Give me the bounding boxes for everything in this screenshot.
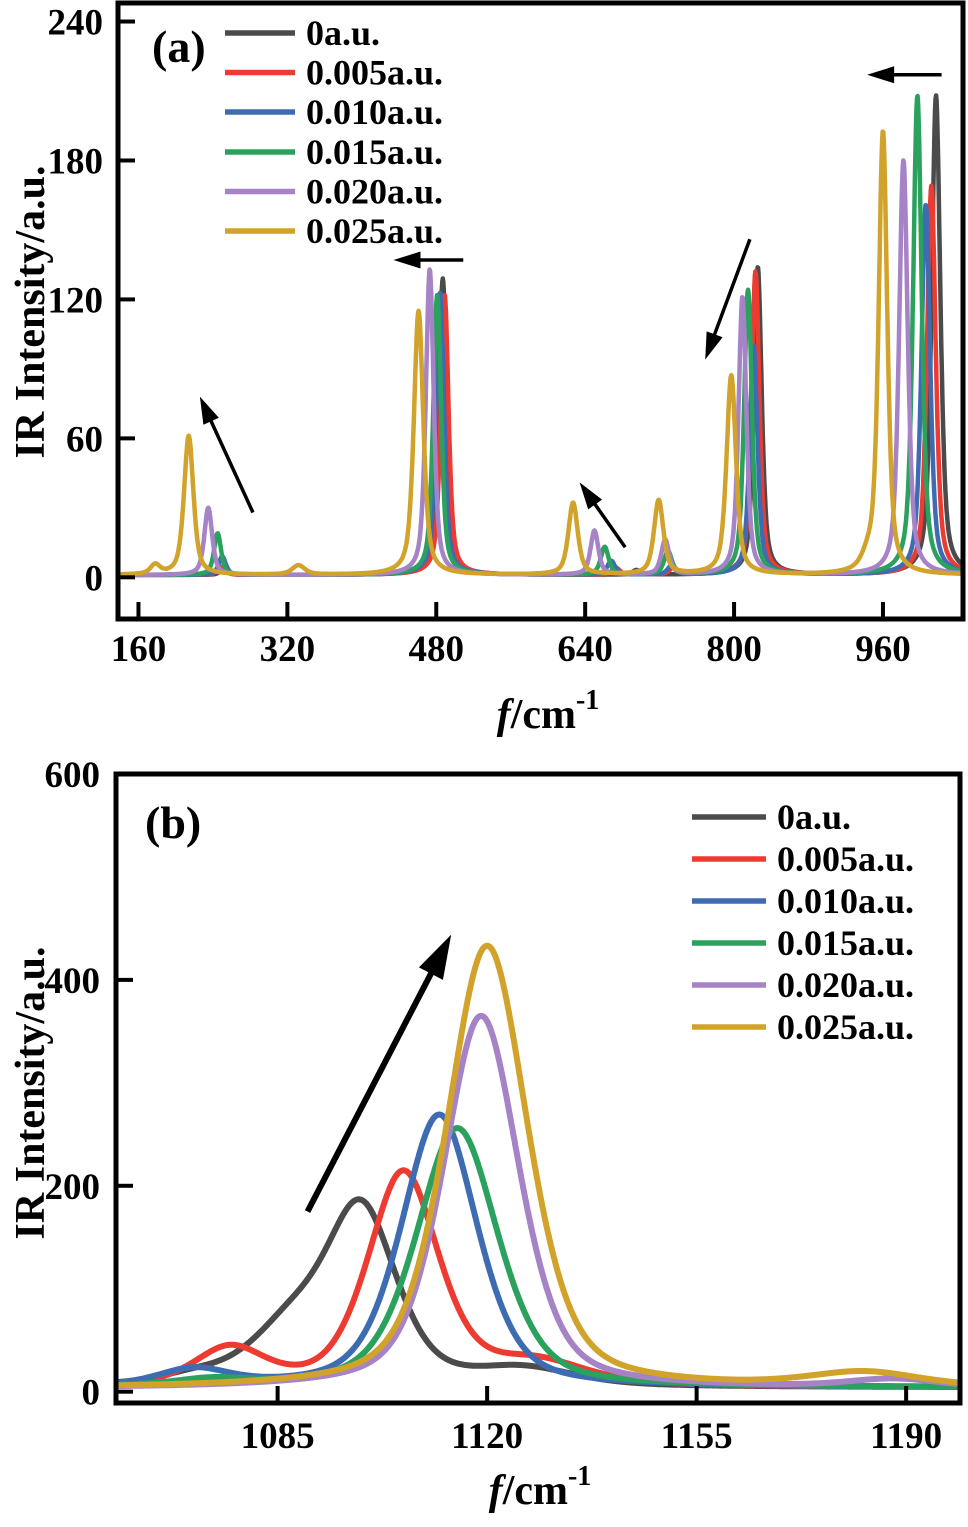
legend-item-1: 0.005a.u. (692, 839, 914, 879)
legend-item-5: 0.025a.u. (225, 211, 443, 251)
legend-item-4: 0.020a.u. (692, 965, 914, 1005)
legend-label: 0.020a.u. (777, 965, 914, 1005)
legend-item-4: 0.020a.u. (225, 172, 443, 212)
y-tick-label: 400 (45, 961, 101, 1002)
y-tick-label: 180 (48, 141, 104, 182)
legend-label: 0.005a.u. (306, 53, 443, 93)
annotation-arrow-2 (579, 482, 627, 549)
arrow-head-icon (199, 396, 219, 425)
panel-a: 160 320 480 640 800 960 0 60 120 180 240 f/cm-1 IR I… (8, 0, 966, 738)
series-line-5 (120, 129, 961, 577)
x-tick-label: 1155 (661, 1416, 733, 1457)
arrow-shaft (207, 416, 255, 514)
arrow-head-icon (867, 66, 895, 84)
arrow-shaft (304, 968, 436, 1213)
arrow-head-icon (705, 331, 723, 360)
legend-label: 0.025a.u. (777, 1007, 914, 1047)
x-tick-label: 320 (260, 629, 316, 670)
y-tick-label: 200 (45, 1167, 101, 1208)
arrow-head-icon (418, 934, 452, 980)
legend-item-3: 0.015a.u. (225, 132, 443, 172)
y-tick-label: 120 (48, 280, 104, 321)
y-tick-label: 240 (48, 3, 104, 44)
x-tick-label: 160 (111, 629, 167, 670)
x-tick-label: 800 (706, 629, 762, 670)
y-tick-label: 60 (66, 419, 103, 460)
x-axis-label: f/cm-1 (497, 685, 600, 738)
arrow-head-icon (579, 482, 603, 510)
legend-item-0: 0a.u. (225, 13, 380, 53)
annotation-arrow-4 (867, 66, 942, 84)
annotation-arrow-0 (304, 934, 452, 1213)
annotation-arrow-1 (393, 251, 464, 269)
legend-label: 0a.u. (777, 797, 851, 837)
x-tick-label: 1190 (870, 1416, 942, 1457)
legend-label: 0.015a.u. (306, 132, 443, 172)
plot-area (120, 93, 961, 578)
x-tick-label: 480 (409, 629, 465, 670)
legend-item-2: 0.010a.u. (225, 92, 443, 132)
legend: 0a.u.0.005a.u.0.010a.u.0.015a.u.0.020a.u… (692, 797, 914, 1047)
x-tick-label: 960 (855, 629, 911, 670)
y-tick-label: 0 (85, 558, 104, 599)
arrow-shaft (711, 238, 752, 339)
legend-label: 0.015a.u. (777, 923, 914, 963)
plot-area (118, 942, 958, 1390)
legend: 0a.u.0.005a.u.0.010a.u.0.015a.u.0.020a.u… (225, 13, 443, 251)
y-axis-label: IR Intensity/a.u. (8, 947, 54, 1240)
x-tick-label: 1085 (241, 1416, 315, 1457)
series-line-5 (118, 942, 958, 1389)
y-tick-label: 600 (45, 755, 101, 796)
panel-label: (b) (145, 797, 201, 848)
legend-label: 0.005a.u. (777, 839, 914, 879)
y-axis-label: IR Intensity/a.u. (8, 166, 54, 459)
axes-frame (115, 0, 966, 622)
arrow-head-icon (393, 251, 421, 269)
legend-label: 0.010a.u. (306, 92, 443, 132)
x-tick-label: 640 (557, 629, 613, 670)
annotation-arrow-0 (199, 396, 255, 514)
annotation-arrow-3 (705, 238, 752, 360)
x-axis-label: f/cm-1 (489, 1461, 592, 1514)
legend-label: 0a.u. (306, 13, 380, 53)
legend-item-1: 0.005a.u. (225, 53, 443, 93)
legend-item-0: 0a.u. (692, 797, 851, 837)
legend-item-5: 0.025a.u. (692, 1007, 914, 1047)
arrow-shaft (591, 500, 627, 549)
y-tick-label: 0 (82, 1373, 101, 1414)
panel-b: 1085 1120 1155 1190 0 200 400 600 f/cm-1 IR Inten… (8, 755, 963, 1514)
axes-frame (113, 771, 963, 1406)
legend-item-2: 0.010a.u. (692, 881, 914, 921)
x-tick-label: 1120 (451, 1416, 523, 1457)
legend-label: 0.010a.u. (777, 881, 914, 921)
legend-label: 0.020a.u. (306, 172, 443, 212)
legend-item-3: 0.015a.u. (692, 923, 914, 963)
panel-label: (a) (152, 21, 206, 72)
legend-label: 0.025a.u. (306, 211, 443, 251)
